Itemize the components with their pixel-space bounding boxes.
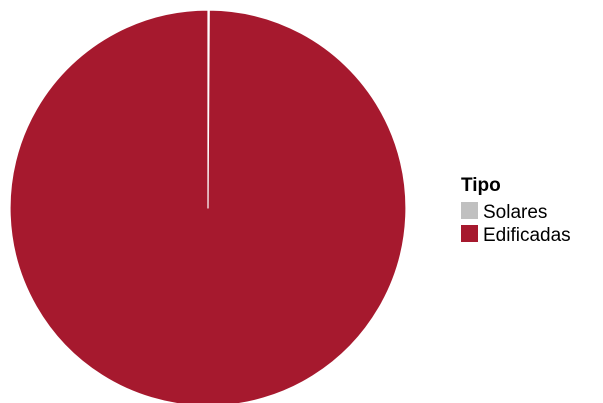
legend-swatch-solares xyxy=(461,202,478,219)
pie-slices xyxy=(9,9,407,403)
legend: Tipo Solares Edificadas xyxy=(461,175,571,246)
legend-label-edificadas: Edificadas xyxy=(483,225,571,246)
legend-label-solares: Solares xyxy=(483,202,547,223)
legend-swatch-edificadas xyxy=(461,225,478,242)
pie-slice-edificadas xyxy=(9,9,407,403)
legend-title: Tipo xyxy=(461,175,501,196)
